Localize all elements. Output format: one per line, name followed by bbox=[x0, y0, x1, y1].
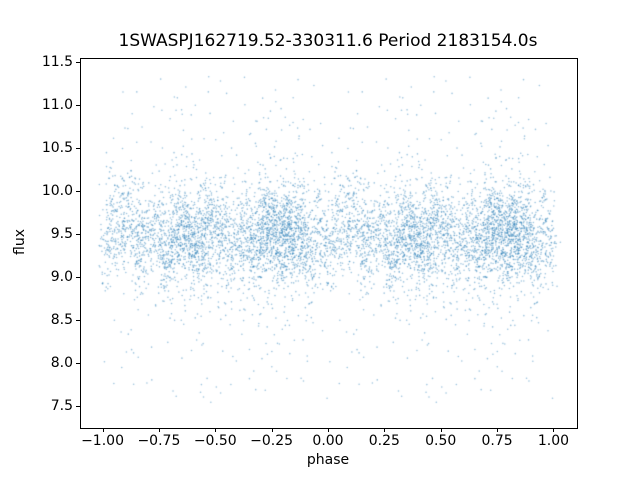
x-tick-label: 1.00 bbox=[537, 433, 570, 449]
y-tick-mark bbox=[76, 363, 80, 365]
y-tick-label: 8.0 bbox=[50, 355, 73, 372]
y-tick-mark bbox=[76, 62, 80, 64]
y-tick-label: 10.5 bbox=[41, 140, 73, 157]
y-tick-mark bbox=[76, 320, 80, 322]
y-tick-mark bbox=[76, 105, 80, 107]
x-tick-label: −0.25 bbox=[250, 433, 294, 449]
x-tick-mark bbox=[440, 428, 442, 432]
x-tick-mark bbox=[158, 428, 160, 432]
x-tick-label: −0.50 bbox=[193, 433, 237, 449]
y-tick-label: 8.5 bbox=[50, 312, 73, 329]
y-tick-label: 9.5 bbox=[50, 226, 73, 243]
y-tick-mark bbox=[76, 234, 80, 236]
x-tick-label: 0.75 bbox=[481, 433, 513, 449]
x-tick-label: 0.50 bbox=[425, 433, 457, 449]
y-tick-label: 11.5 bbox=[41, 54, 73, 71]
y-tick-label: 11.0 bbox=[41, 97, 73, 114]
y-tick-mark bbox=[76, 277, 80, 279]
y-tick-label: 10.0 bbox=[41, 183, 73, 200]
x-tick-label: −1.00 bbox=[81, 433, 124, 449]
x-tick-mark bbox=[497, 428, 499, 432]
x-axis-label: phase bbox=[306, 452, 350, 468]
x-tick-mark bbox=[328, 428, 329, 432]
y-tick-label: 9.0 bbox=[50, 269, 73, 286]
x-tick-label: 0.00 bbox=[312, 433, 344, 449]
y-tick-mark bbox=[76, 406, 80, 408]
x-tick-mark bbox=[271, 428, 273, 432]
y-tick-mark bbox=[76, 191, 80, 193]
chart-title: 1SWASPJ162719.52-330311.6 Period 2183154… bbox=[118, 31, 538, 51]
x-tick-label: 0.25 bbox=[368, 433, 400, 449]
scatter-points-canvas bbox=[81, 59, 577, 428]
plot-area bbox=[80, 58, 578, 429]
x-tick-label: −0.75 bbox=[137, 433, 181, 449]
x-tick-mark bbox=[384, 428, 386, 432]
x-tick-mark bbox=[215, 428, 217, 432]
x-tick-mark bbox=[102, 428, 104, 432]
x-tick-mark bbox=[553, 428, 555, 432]
y-tick-mark bbox=[76, 148, 80, 150]
y-tick-label: 7.5 bbox=[50, 398, 73, 415]
